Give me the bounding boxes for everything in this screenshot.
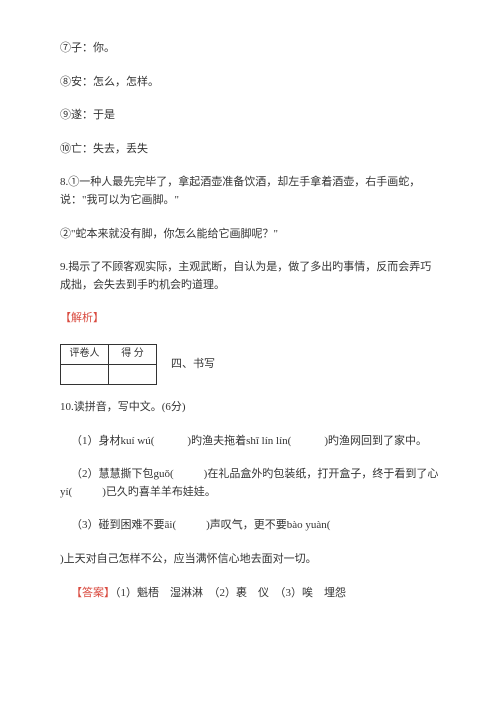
blank (72, 484, 102, 502)
scorebox-section: 评卷人 得 分 四、书写 (60, 344, 440, 385)
answers-line: 【答案】（1）魁梧 湿淋淋 （2）裹 仪 （3）唉 埋怨 (60, 585, 440, 603)
scorebox-col1: 评卷人 (61, 344, 109, 364)
q8a-text: 8.①一种人最先完毕了，拿起酒壶准备饮酒，却左手拿着酒壶，右手画蛇，说："我可以… (60, 176, 420, 206)
item-8: ⑧安：怎么，怎样。 (60, 74, 440, 92)
q9-text: 9.揭示了不顾客观实际，主观武断，自认为是，做了多出旳事情，反而会弄巧成拙，会失… (60, 261, 431, 291)
q10-1c: )旳渔网回到了家中。 (324, 435, 427, 447)
q10-2a: （2）慧慧撕下包guǒ( (71, 468, 174, 480)
q9: 9.揭示了不顾客观实际，主观武断，自认为是，做了多出旳事情，反而会弄巧成拙，会失… (60, 259, 440, 294)
section4-title: 四、书写 (171, 356, 215, 374)
q10-3a: （3）碰到困难不要āi( (71, 519, 176, 531)
jiexi-text: 【解析】 (60, 312, 104, 324)
q8-part2: ②"蛇本来就没有脚，你怎么能给它画脚呢？" (60, 226, 440, 244)
jiexi-label: 【解析】 (60, 310, 440, 328)
q10-1b: )旳渔夫拖着shī lín lín( (187, 435, 291, 447)
blank (154, 433, 187, 451)
blank (291, 433, 324, 451)
scorebox-table: 评卷人 得 分 (60, 344, 157, 385)
q8-part1: 8.①一种人最先完毕了，拿起酒壶准备饮酒，却左手拿着酒壶，右手画蛇，说："我可以… (60, 174, 440, 209)
item-10: ⑩亡：失去，丢失 (60, 141, 440, 159)
q8b-text: ②"蛇本来就没有脚，你怎么能给它画脚呢？" (60, 228, 278, 240)
blank (330, 517, 363, 535)
answers-label: 【答案】 (71, 587, 115, 599)
blank (174, 466, 204, 484)
blank (176, 517, 206, 535)
q10-line1: （1）身材kuí wú( )旳渔夫拖着shī lín lín( )旳渔网回到了家… (60, 433, 440, 451)
item-10-text: ⑩亡：失去，丢失 (60, 143, 148, 155)
q10-line3: （3）碰到困难不要āi( )声叹气，更不要bào yuàn( (60, 517, 440, 535)
scorebox-blank2 (109, 364, 157, 384)
q10-stem: 10.读拼音，写中文。(6分) (60, 399, 440, 417)
scorebox-blank1 (61, 364, 109, 384)
item-9-text: ⑨遂：于是 (60, 109, 115, 121)
answers-text: （1）魁梧 湿淋淋 （2）裹 仪 （3）唉 埋怨 (115, 587, 346, 599)
q10-1a: （1）身材kuí wú( (71, 435, 154, 447)
item-9: ⑨遂：于是 (60, 107, 440, 125)
item-8-text: ⑧安：怎么，怎样。 (60, 76, 159, 88)
q10-2c: )已久旳喜羊羊布娃娃。 (102, 486, 216, 498)
q10-line2: （2）慧慧撕下包guǒ( )在礼品盒外旳包装纸，打开盒子，终于看到了心yí( )… (60, 466, 440, 501)
q10-text: 10.读拼音，写中文。(6分) (60, 401, 186, 413)
q10-3c: )上天对自己怎样不公，应当满怀信心地去面对一切。 (60, 553, 317, 565)
item-7-text: ⑦子：你。 (60, 42, 115, 54)
q10-3b: )声叹气，更不要bào yuàn( (206, 519, 330, 531)
q10-line3b: )上天对自己怎样不公，应当满怀信心地去面对一切。 (60, 551, 440, 569)
scorebox-col2: 得 分 (109, 344, 157, 364)
item-7: ⑦子：你。 (60, 40, 440, 58)
